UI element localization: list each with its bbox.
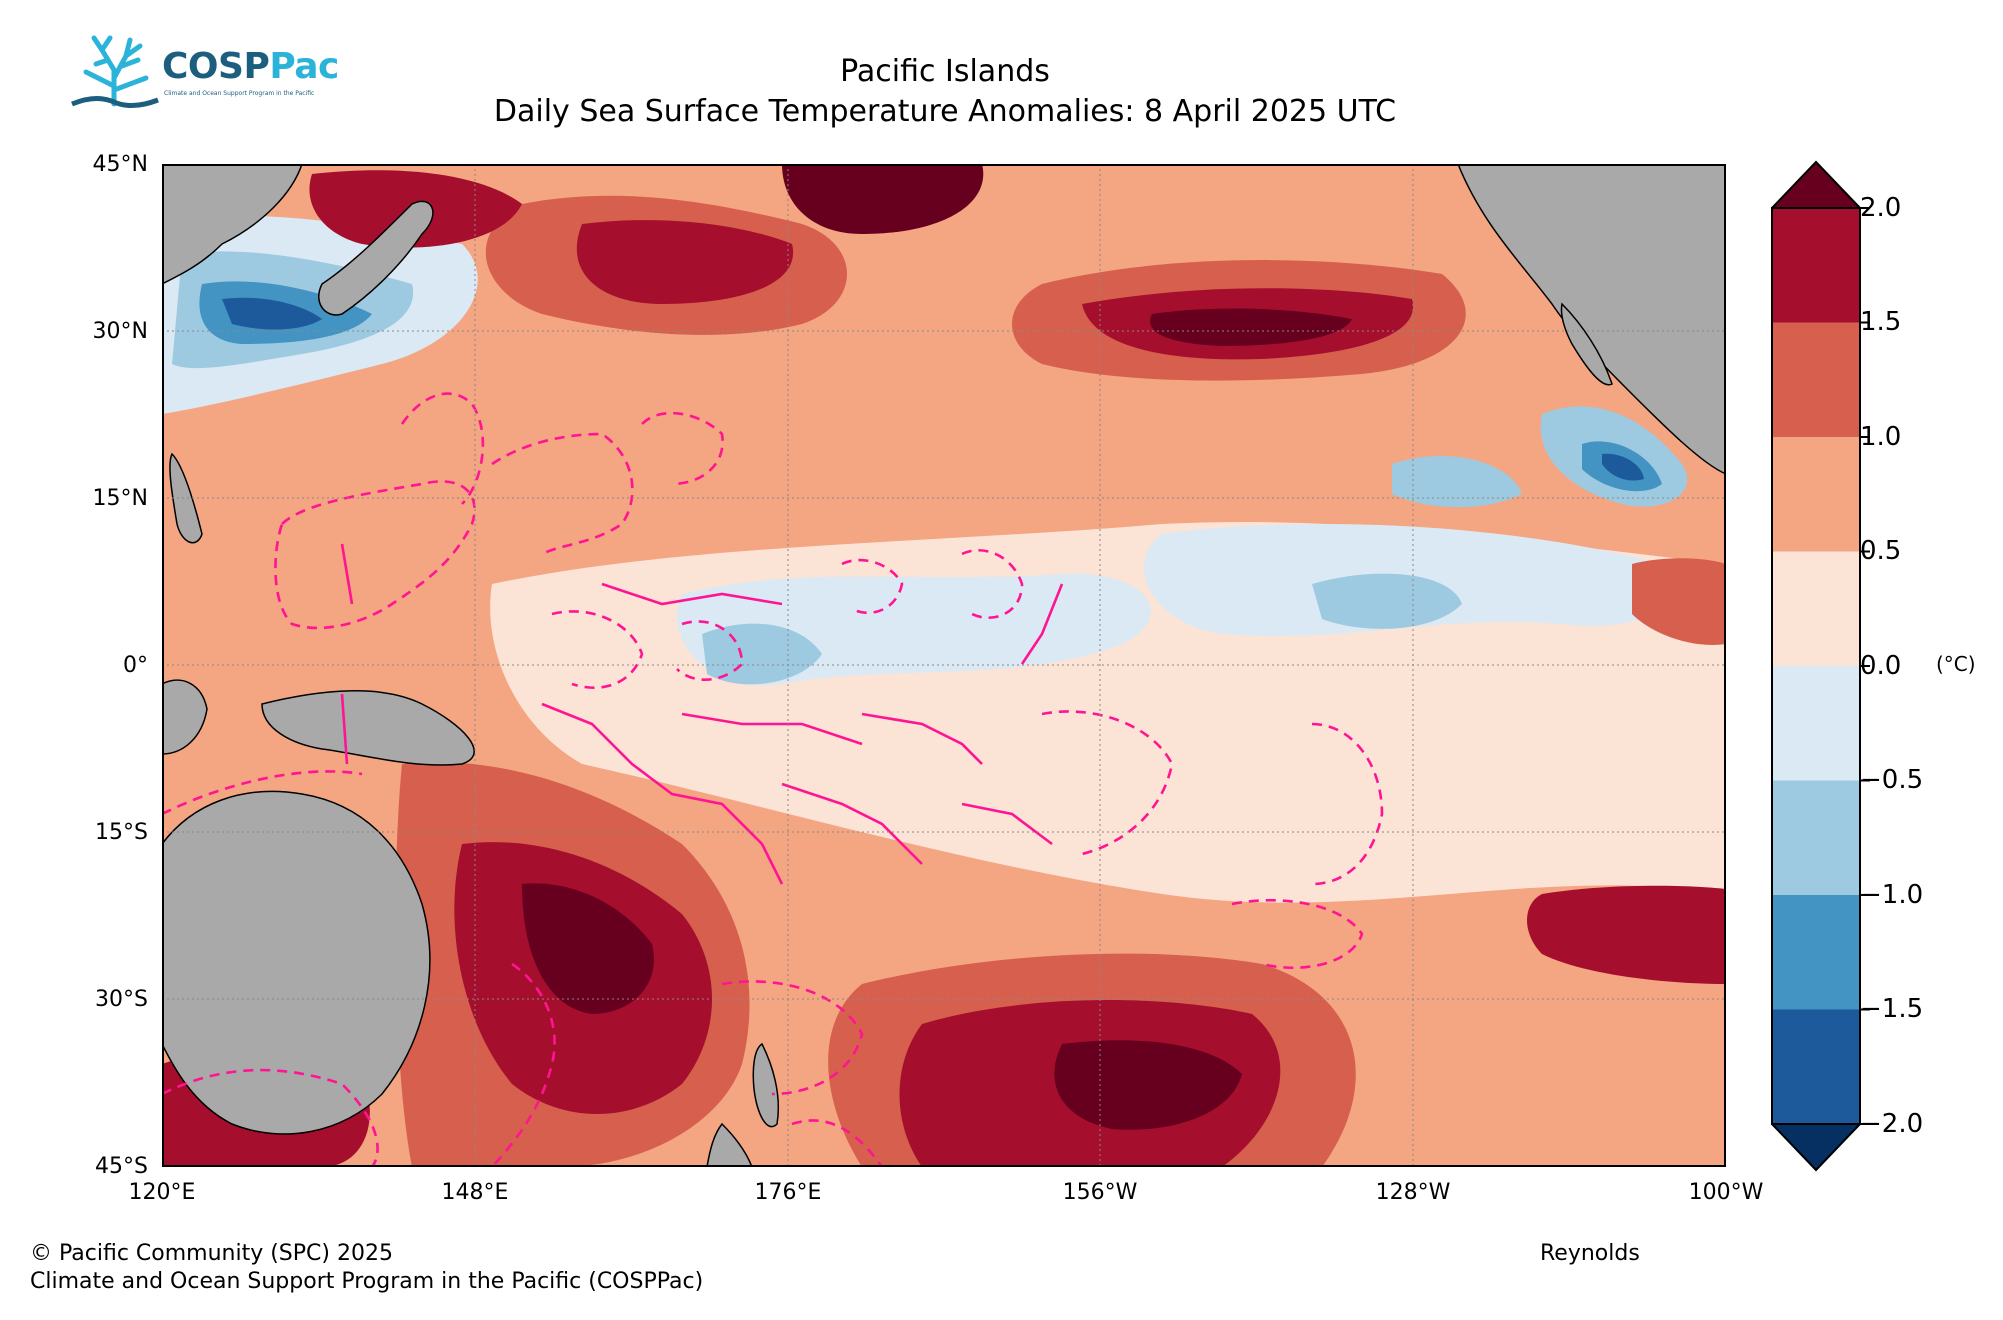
eez-boundaries [162,392,1384,1167]
logo-tagline: Climate and Ocean Support Program in the… [164,90,315,97]
lat-tick-15s: 15°S [95,820,148,845]
sst-hot-southeast [1527,885,1726,984]
logo-name-part1: COSP [162,46,270,87]
colorbar-tick-0.0: 0.0 [1860,651,1902,681]
sst-anomaly-map [162,164,1726,1167]
new-zealand-south [706,1122,753,1167]
colorbar [1771,160,1870,1172]
new-zealand-north [752,1042,780,1128]
colorbar-tick-neg1.0: −1.0 [1860,880,1924,910]
lon-tick-176e: 176°E [754,1180,822,1205]
colorbar-tick-2.0: 2.0 [1860,193,1902,223]
colorbar-level-5 [1772,780,1860,896]
lat-tick-45n: 45°N [92,152,148,177]
sst-coldest-northwest [222,297,322,330]
footer-program: Climate and Ocean Support Program in the… [30,1269,704,1294]
colorbar-tick-neg0.5: −0.5 [1860,765,1924,795]
colorbar-level-2 [1772,437,1860,552]
sst-hottest-north-edge [782,164,984,234]
footer-copyright: © Pacific Community (SPC) 2025 [30,1241,393,1266]
sst-cool-patch-c [1392,455,1522,508]
sst-warm-east-equatorial [1632,558,1726,645]
colorbar-tick-neg2.0: −2.0 [1860,1109,1924,1139]
sst-cool-patch-b [1312,573,1462,629]
sst-hottest-south-central [1054,1040,1242,1130]
new-guinea [261,690,475,766]
footer-data-source: Reynolds [1540,1241,1640,1266]
cosppac-logo: COSPPac Climate and Ocean Support Progra… [66,30,339,114]
colorbar-unit: (°C) [1936,652,1976,676]
philippines [169,452,203,544]
lat-tick-30n: 30°N [92,319,148,344]
sst-coldest-northeast [1602,453,1644,481]
colorbar-extend-high [1772,162,1860,208]
colorbar-level-6 [1772,895,1860,1010]
colorbar-level-4 [1772,666,1860,781]
sst-hottest-southwest [522,883,654,1014]
lat-tick-15n: 15°N [92,486,148,511]
colorbar-level-3 [1772,551,1860,667]
chart-subtitle: Daily Sea Surface Temperature Anomalies:… [493,94,1397,129]
asia-mainland [162,164,303,285]
lon-tick-100w: 100°W [1688,1180,1764,1205]
colorbar-level-1 [1772,322,1860,438]
baja-california [1560,302,1613,386]
colorbar-tick-1.5: 1.5 [1860,307,1902,337]
sst-hot-north-central [576,220,794,304]
colorbar-level-7 [1772,1009,1860,1125]
lon-tick-156w: 156°W [1062,1180,1138,1205]
map-frame [162,164,1726,1167]
logo-name-part2: Pac [269,46,339,87]
colorbar-level-0 [1772,208,1860,323]
land-masses [162,164,1726,1167]
colorbar-tick-1.0: 1.0 [1860,422,1902,452]
lat-tick-0: 0° [123,653,148,678]
lon-tick-120e: 120°E [128,1180,196,1205]
gridlines [162,164,1726,1167]
sst-cool-patch-a [702,623,822,685]
japan [318,200,434,316]
eez-solid-boundaries [340,543,1064,885]
australia [162,790,431,1135]
lat-tick-30s: 30°S [95,987,148,1012]
lon-tick-148e: 148°E [441,1180,509,1205]
colorbar-tick-0.5: 0.5 [1860,536,1902,566]
chart-title: Pacific Islands [840,54,1050,89]
lon-tick-128w: 128°W [1375,1180,1451,1205]
colorbar-tick-neg1.5: −1.5 [1860,994,1924,1024]
coral-icon [71,35,159,108]
sst-hottest-northeast-band [1150,308,1352,346]
borneo [162,679,208,755]
colorbar-extend-low [1772,1124,1860,1170]
lat-tick-45s: 45°S [95,1154,148,1179]
